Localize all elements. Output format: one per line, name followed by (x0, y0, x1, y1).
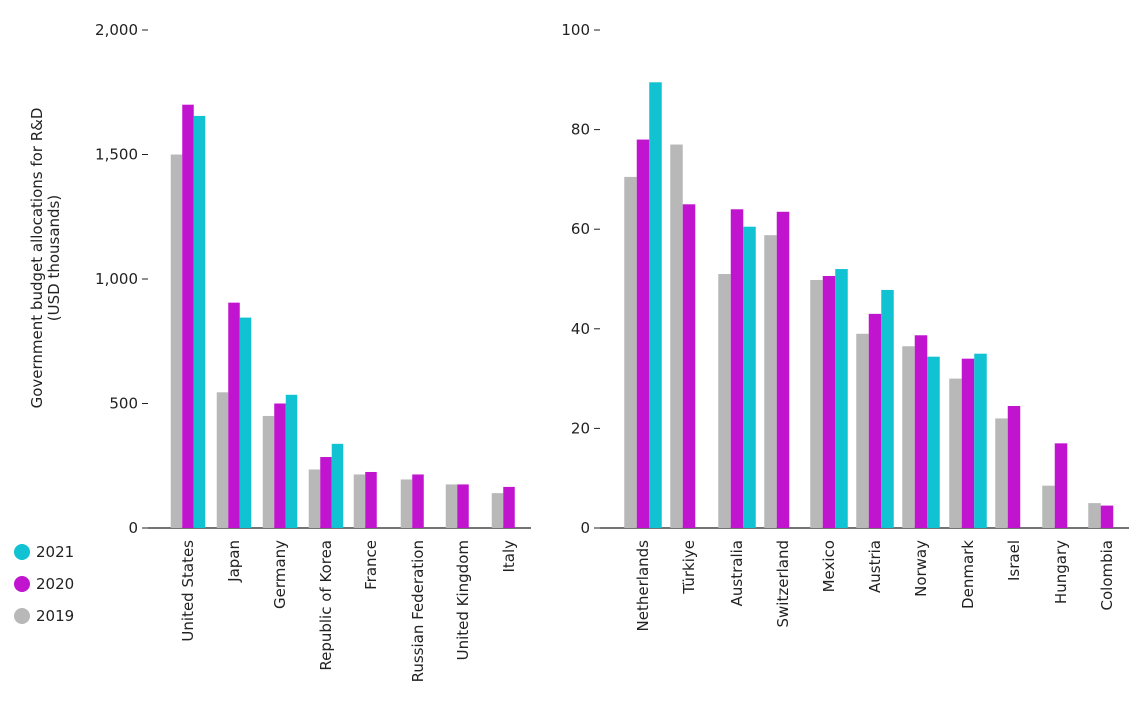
bar-2020 (457, 484, 469, 528)
bar-2019 (810, 279, 823, 528)
x-category-label: Russian Federation (409, 540, 427, 682)
bar-2021 (285, 394, 298, 528)
bar-2019 (1042, 485, 1055, 528)
bar-2021 (193, 115, 206, 528)
bar-2019 (718, 274, 731, 528)
y-tick-label: 1,000 (95, 270, 138, 288)
bar-2020 (274, 403, 286, 528)
x-category-label: Germany (271, 540, 289, 609)
bar-2019 (216, 392, 229, 528)
x-category-label: Austria (866, 540, 884, 593)
legend-item-2021: 2021 (14, 536, 74, 568)
bar-2019 (353, 474, 366, 528)
bar-2019 (856, 333, 869, 528)
y-tick-label: 100 (561, 21, 590, 39)
bar-2020 (1100, 505, 1114, 528)
bar-2019 (491, 493, 504, 528)
bar-2019 (1088, 503, 1101, 528)
y-tick-label: 40 (571, 320, 590, 338)
legend-item-2020: 2020 (14, 568, 74, 600)
y-tick-label: 500 (109, 395, 138, 413)
y-tick-label: 1,500 (95, 146, 138, 164)
bar-2019 (624, 176, 637, 528)
legend-label-2019: 2019 (36, 607, 75, 625)
bar-2021 (881, 289, 894, 528)
legend-swatch-2019 (14, 608, 30, 624)
bar-2020 (730, 209, 744, 528)
bar-2019 (170, 154, 183, 528)
bar-2021 (331, 443, 344, 528)
bar-2020 (636, 139, 650, 528)
legend-item-2019: 2019 (14, 600, 74, 632)
x-category-label: Netherlands (634, 540, 652, 632)
legend-swatch-2020 (14, 576, 30, 592)
y-tick-label: 20 (571, 419, 590, 437)
y-tick-label: 0 (128, 519, 138, 537)
bar-2019 (400, 479, 413, 528)
bar-2020 (868, 313, 882, 528)
x-category-label: Japan (225, 540, 243, 583)
bar-2021 (974, 353, 987, 528)
bar-2020 (682, 204, 696, 529)
x-category-label: Israel (1005, 540, 1023, 581)
bar-2019 (670, 144, 683, 529)
bar-2020 (1007, 405, 1021, 528)
bar-2020 (961, 358, 975, 528)
x-category-label: Italy (500, 540, 518, 573)
x-category-label: Switzerland (774, 540, 792, 628)
bar-2020 (228, 302, 240, 528)
bar-2019 (902, 346, 915, 528)
bar-2021 (927, 356, 940, 528)
bar-2019 (949, 378, 962, 528)
legend-label-2021: 2021 (36, 543, 75, 561)
bar-2020 (822, 276, 836, 528)
x-category-label: Türkiye (680, 540, 698, 595)
bar-2020 (412, 474, 424, 528)
bar-2020 (182, 104, 194, 528)
y-axis-label-line: (USD thousands) (45, 195, 63, 321)
y-tick-label: 60 (571, 220, 590, 238)
bar-2020 (1054, 443, 1068, 528)
y-axis-label: Government budget allocations for R&D(US… (28, 108, 63, 409)
x-category-label: Colombia (1098, 540, 1116, 611)
x-category-label: Hungary (1052, 540, 1070, 604)
bar-2021 (743, 226, 756, 528)
bar-2019 (308, 469, 321, 528)
x-category-label: Denmark (959, 540, 977, 609)
x-category-label: United Kingdom (454, 540, 472, 660)
y-tick-label: 2,000 (95, 21, 138, 39)
bar-2021 (239, 317, 252, 528)
legend: 2021 2020 2019 (14, 536, 74, 632)
x-category-label: Australia (728, 540, 746, 606)
x-category-label: Norway (912, 540, 930, 597)
bar-2020 (503, 486, 515, 528)
x-category-label: Mexico (820, 540, 838, 592)
bar-2019 (445, 484, 458, 528)
bar-2020 (776, 211, 790, 528)
legend-label-2020: 2020 (36, 575, 75, 593)
legend-swatch-2021 (14, 544, 30, 560)
bar-2020 (365, 471, 377, 528)
bar-2020 (914, 335, 928, 528)
x-category-label: Republic of Korea (317, 540, 335, 671)
bar-2019 (764, 235, 777, 528)
y-axis-label-line: Government budget allocations for R&D (28, 108, 46, 409)
bar-2021 (649, 82, 662, 528)
y-tick-label: 0 (580, 519, 590, 537)
bar-2019 (995, 418, 1008, 528)
bar-2021 (835, 269, 848, 528)
y-tick-label: 80 (571, 121, 590, 139)
bar-2020 (320, 457, 332, 528)
bar-2019 (262, 415, 275, 528)
x-category-label: United States (179, 540, 197, 642)
x-category-label: France (362, 540, 380, 590)
